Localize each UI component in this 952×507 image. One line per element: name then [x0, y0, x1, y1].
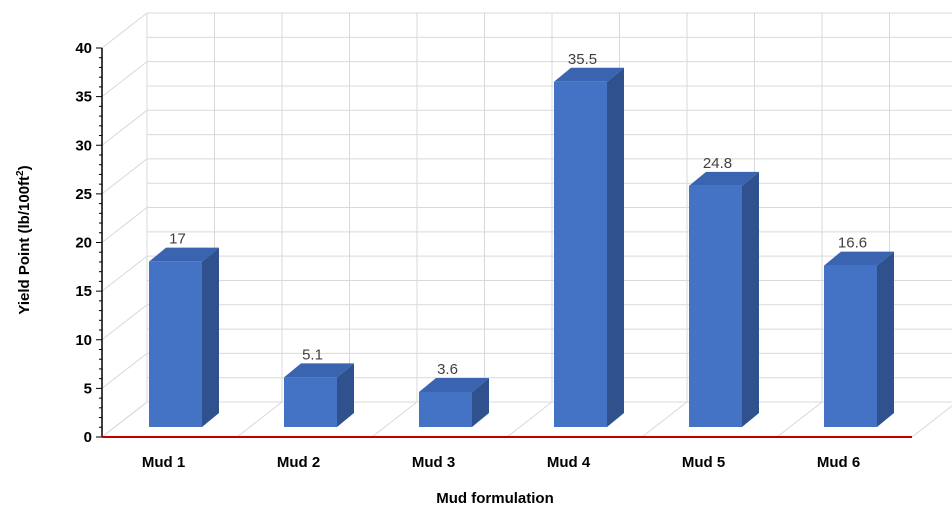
bar-top	[824, 251, 894, 266]
data-labels: 17 5.1 3.6 35.5 24.8 16.6	[169, 51, 867, 378]
bar-side	[202, 247, 219, 427]
x-axis-title: Mud formulation	[436, 490, 553, 507]
bar-top	[554, 67, 624, 82]
grid-line-side	[101, 109, 148, 146]
grid-line-side	[101, 352, 148, 389]
floor-line	[506, 401, 553, 438]
bar-side	[877, 251, 894, 427]
x-tick-label: Mud 3	[412, 454, 455, 471]
grid-line-side	[101, 304, 148, 341]
y-tick-label: 40	[75, 40, 92, 57]
bar	[419, 377, 489, 427]
floor-line	[776, 401, 823, 438]
y-tick-label: 15	[75, 283, 92, 300]
bar-side	[472, 377, 489, 427]
y-axis-title-main: Yield Point (lb/100ft	[16, 176, 33, 315]
data-label: 16.6	[838, 235, 867, 252]
grid-line-side	[101, 12, 148, 49]
bar	[284, 363, 354, 427]
bar-front	[689, 185, 742, 427]
floor-line	[236, 401, 283, 438]
bar-front	[149, 261, 202, 427]
bar-top	[689, 171, 759, 186]
bar-top	[419, 377, 489, 392]
data-label: 24.8	[703, 155, 732, 172]
y-tick-label: 10	[75, 332, 92, 349]
y-tick-label: 20	[75, 235, 92, 252]
data-label: 5.1	[302, 346, 323, 363]
y-axis: 0 5 10 15 20 25 30 35 40	[75, 40, 912, 446]
y-axis-title-superscript: 2	[15, 170, 26, 176]
data-label: 3.6	[437, 361, 458, 378]
grid-line-side	[101, 158, 148, 195]
x-axis-categories: Mud 1 Mud 2 Mud 3 Mud 4 Mud 5 Mud 6	[142, 454, 860, 471]
y-tick-label: 35	[75, 89, 92, 106]
floor-line	[641, 401, 688, 438]
y-tick-label: 25	[75, 186, 92, 203]
bars	[149, 67, 894, 427]
x-tick-label: Mud 5	[682, 454, 725, 471]
floor-line	[101, 401, 148, 438]
y-axis-title: Yield Point (lb/100ft2)	[15, 165, 33, 314]
y-tick-label: 5	[84, 380, 92, 397]
grid-line-side	[101, 255, 148, 292]
y-tick-label: 30	[75, 137, 92, 154]
y-axis-title-close: )	[16, 165, 33, 170]
bar-front	[824, 265, 877, 427]
bar-front	[419, 391, 472, 427]
y-tick-label: 0	[84, 429, 92, 446]
x-tick-label: Mud 6	[817, 454, 860, 471]
data-label: 17	[169, 231, 186, 248]
x-tick-label: Mud 1	[142, 454, 185, 471]
floor-line	[371, 401, 418, 438]
bar-side	[337, 363, 354, 427]
x-tick-label: Mud 2	[277, 454, 320, 471]
bar-front	[284, 377, 337, 427]
bar-side	[742, 171, 759, 427]
data-label: 35.5	[568, 51, 597, 68]
bar	[824, 251, 894, 427]
bar-top	[284, 363, 354, 378]
bar	[554, 67, 624, 427]
bar-front	[554, 81, 607, 427]
bar	[689, 171, 759, 427]
grid-line-side	[101, 207, 148, 243]
floor-line	[911, 405, 952, 438]
bar-side	[607, 67, 624, 427]
bar	[149, 247, 219, 427]
grid-line-side	[101, 61, 148, 98]
bar-top	[149, 247, 219, 262]
x-tick-label: Mud 4	[547, 454, 591, 471]
